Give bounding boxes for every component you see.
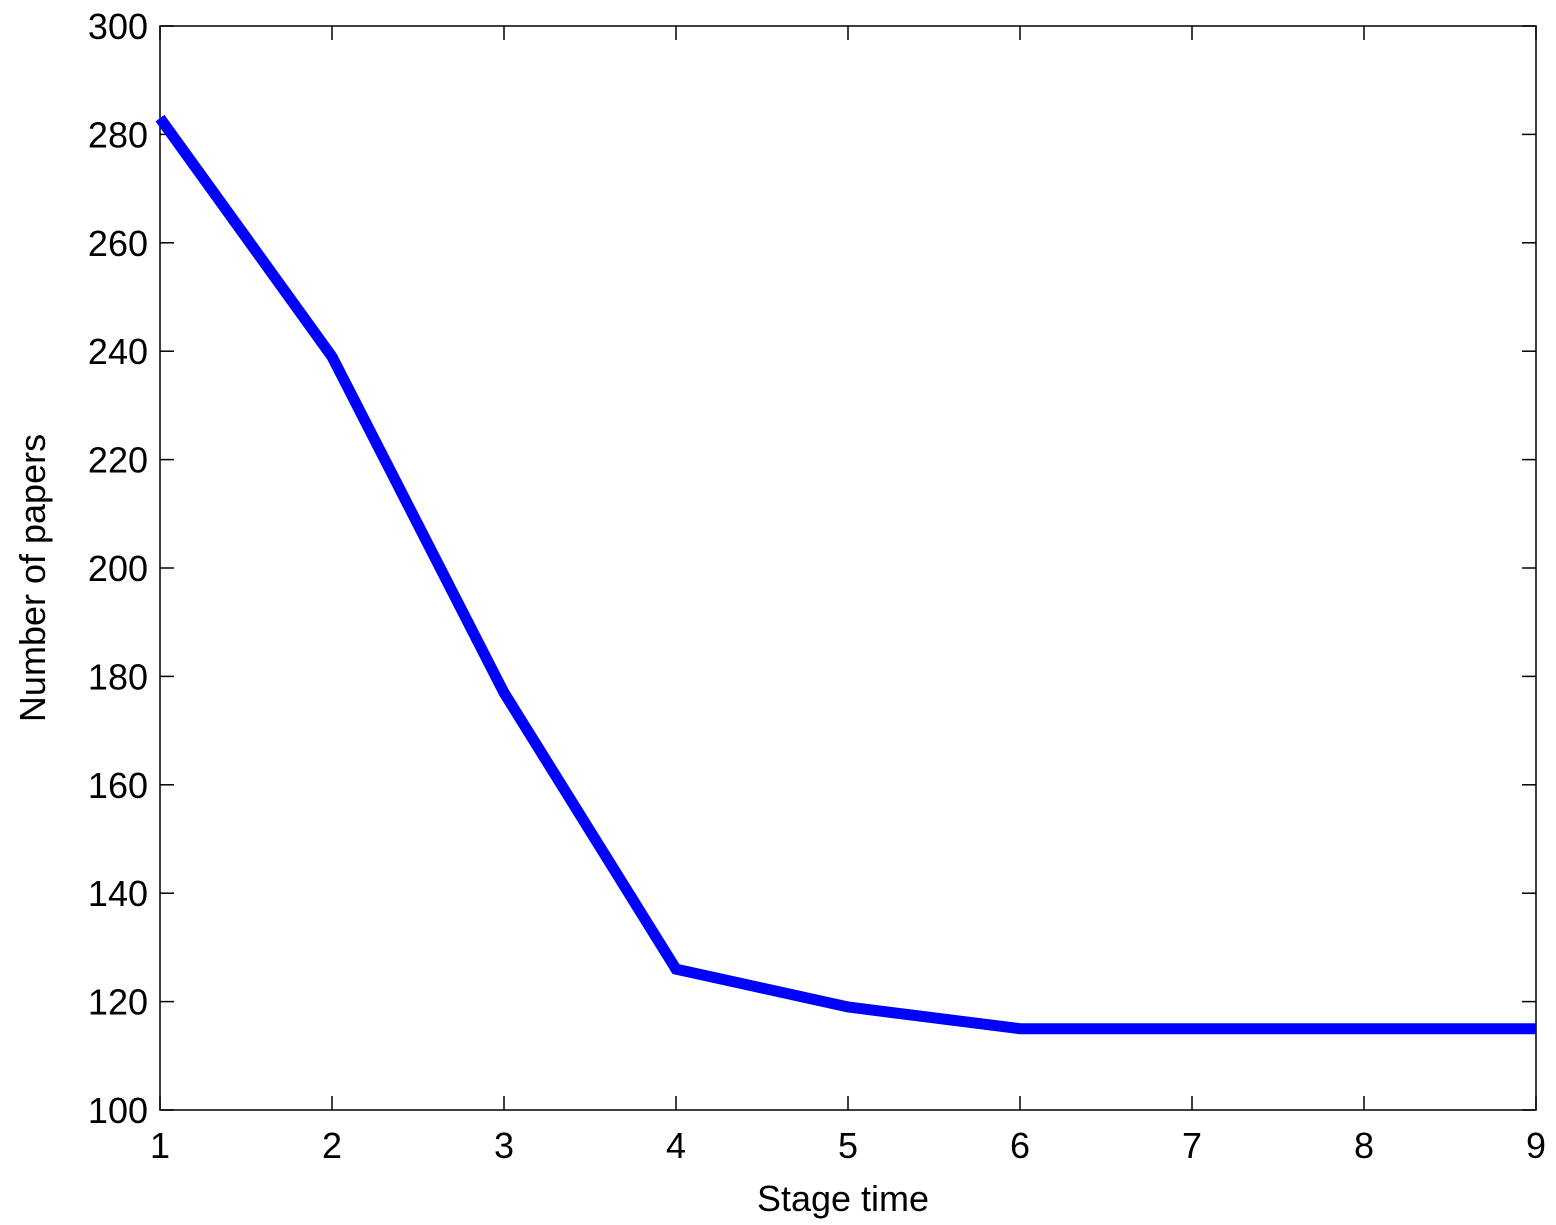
y-tick-label: 240 (88, 331, 148, 372)
y-tick-label: 120 (88, 982, 148, 1023)
y-tick-label: 180 (88, 656, 148, 697)
data-point (848, 1007, 849, 1008)
y-tick-label: 280 (88, 114, 148, 155)
y-tick-label: 260 (88, 223, 148, 264)
x-tick-label: 7 (1182, 1125, 1202, 1166)
data-point (1020, 1028, 1021, 1029)
data-point (1192, 1028, 1193, 1029)
series-line (155, 114, 1536, 1035)
data-point (160, 118, 161, 119)
data-point (676, 969, 677, 970)
y-tick-label: 200 (88, 548, 148, 589)
x-tick-label: 2 (322, 1125, 342, 1166)
data-point (332, 356, 333, 357)
x-tick-label: 5 (838, 1125, 858, 1166)
axis-ticks (159, 25, 1537, 1111)
x-tick-label: 4 (666, 1125, 686, 1166)
x-tick-label: 9 (1526, 1125, 1546, 1166)
y-tick-label: 160 (88, 765, 148, 806)
series-layer (155, 114, 1537, 1035)
plot-frame (159, 25, 1537, 1111)
y-tick-label: 140 (88, 873, 148, 914)
data-point (504, 692, 505, 693)
y-tick-labels: 100 120 140 160 180 200 220 240 260 280 300 (88, 6, 148, 1131)
x-axis-title: Stage time (757, 1178, 929, 1219)
x-tick-label: 6 (1010, 1125, 1030, 1166)
data-point (1364, 1028, 1365, 1029)
x-tick-label: 3 (494, 1125, 514, 1166)
y-axis-title: Number of papers (12, 434, 53, 722)
x-tick-label: 1 (150, 1125, 170, 1166)
x-tick-label: 8 (1354, 1125, 1374, 1166)
y-tick-label: 100 (88, 1090, 148, 1131)
x-tick-labels: 1 2 3 4 5 6 7 8 9 (150, 1125, 1546, 1166)
y-tick-label: 300 (88, 6, 148, 47)
y-tick-label: 220 (88, 440, 148, 481)
data-point (1536, 1028, 1537, 1029)
